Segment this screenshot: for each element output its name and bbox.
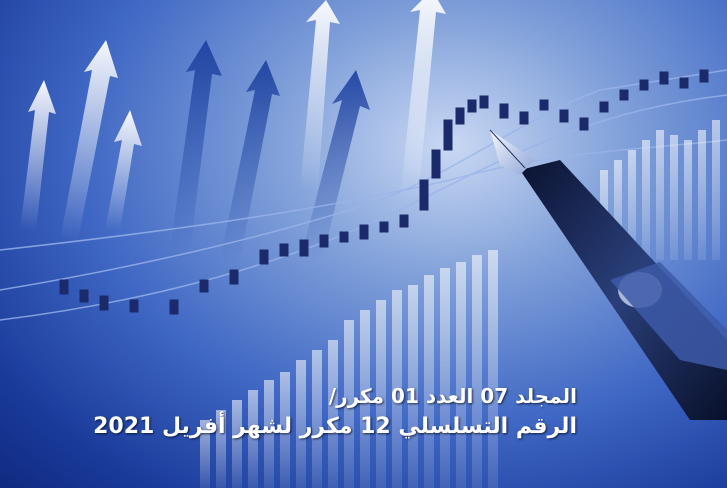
fountain-pen xyxy=(489,129,727,420)
upward-arrow-graphic xyxy=(20,0,446,240)
issue-caption: المجلد 07 العدد 01 مكرر/ الرقم التسلسلي … xyxy=(93,382,577,444)
volume-issue-line: المجلد 07 العدد 01 مكرر/ xyxy=(328,384,577,408)
serial-number-line: الرقم التسلسلي 12 مكرر لشهر أفريل 2021 xyxy=(93,414,577,439)
candlestick-chart xyxy=(59,69,709,315)
